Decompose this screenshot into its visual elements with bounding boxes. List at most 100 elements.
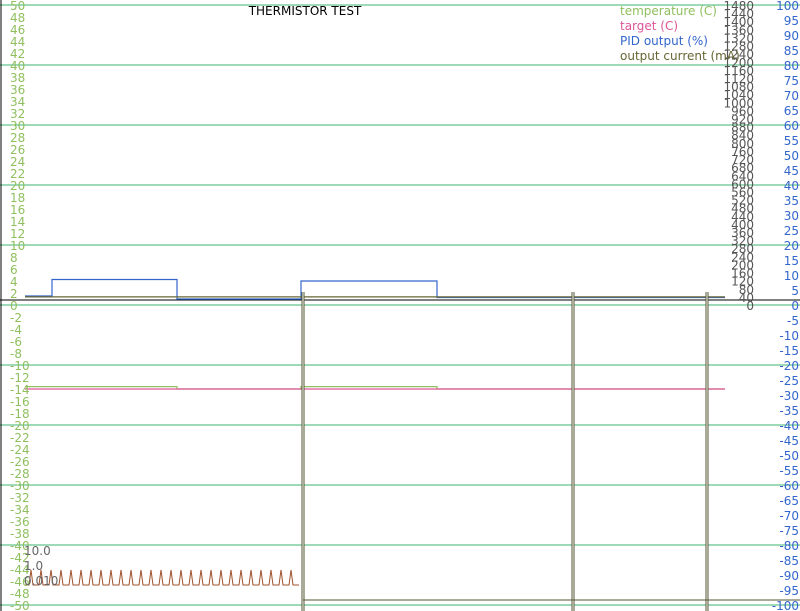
- decor-layer: [25, 292, 800, 611]
- left-tick-label: 10: [10, 239, 25, 253]
- left-tick-label: -2: [10, 311, 22, 325]
- spike-trace: [25, 569, 299, 586]
- right-tick-label: 90: [784, 29, 799, 43]
- left-tick-label: -48: [10, 587, 30, 601]
- left-tick-label: -16: [10, 395, 30, 409]
- left-tick-label: -8: [10, 347, 22, 361]
- series-layer: [25, 278, 725, 390]
- right-tick-label: -40: [779, 419, 799, 433]
- left-tick-label: 12: [10, 227, 25, 241]
- current-tick-label: 800: [731, 137, 754, 151]
- left-tick-label: -50: [10, 599, 30, 611]
- log-tick-label: 1.0: [24, 559, 43, 573]
- left-tick-label: 32: [10, 107, 25, 121]
- current-tick-label: 480: [731, 202, 754, 216]
- right-tick-label: -45: [779, 434, 799, 448]
- left-tick-label: 16: [10, 203, 25, 217]
- left-tick-label: 6: [10, 263, 18, 277]
- left-tick-label: 20: [10, 179, 25, 193]
- right-tick-label: -30: [779, 389, 799, 403]
- left-tick-label: -38: [10, 527, 30, 541]
- current-tick-label: 1000: [723, 96, 754, 110]
- current-tick-label: 240: [731, 250, 754, 264]
- right-tick-label: -100: [772, 599, 799, 611]
- current-tick-label: 760: [731, 145, 754, 159]
- right-tick-label: -15: [779, 344, 799, 358]
- right-tick-label: 0: [791, 299, 799, 313]
- right-tick-label: 80: [784, 59, 799, 73]
- current-tick-label: 320: [731, 234, 754, 248]
- left-tick-label: 50: [10, 0, 25, 13]
- right-tick-label: -80: [779, 539, 799, 553]
- left-tick-label: 48: [10, 11, 25, 25]
- left-tick-label: -36: [10, 515, 30, 529]
- current-tick-label: 1240: [723, 48, 754, 62]
- right-tick-label: -95: [779, 584, 799, 598]
- right-tick-label: 20: [784, 239, 799, 253]
- current-tick-label: 1440: [723, 7, 754, 21]
- tick-layer: 5048464442403836343230282624222018161412…: [10, 0, 799, 611]
- current-tick-label: 160: [731, 267, 754, 281]
- left-tick-label: -24: [10, 443, 30, 457]
- right-tick-label: 10: [784, 269, 799, 283]
- current-tick-label: 280: [731, 242, 754, 256]
- current-tick-label: 80: [739, 283, 754, 297]
- current-tick-label: 960: [731, 104, 754, 118]
- current-tick-label: 1040: [723, 88, 754, 102]
- current-tick-label: 1120: [723, 72, 754, 86]
- left-tick-label: -22: [10, 431, 30, 445]
- left-tick-label: -44: [10, 563, 30, 577]
- right-tick-label: 35: [784, 194, 799, 208]
- left-tick-label: -14: [10, 383, 30, 397]
- left-tick-label: -20: [10, 419, 30, 433]
- left-tick-label: 22: [10, 167, 25, 181]
- left-tick-label: 44: [10, 35, 25, 49]
- right-tick-label: -25: [779, 374, 799, 388]
- left-tick-label: -10: [10, 359, 30, 373]
- left-tick-label: 24: [10, 155, 25, 169]
- current-tick-label: 360: [731, 226, 754, 240]
- right-tick-label: 30: [784, 209, 799, 223]
- left-tick-label: -4: [10, 323, 22, 337]
- left-tick-label: -34: [10, 503, 30, 517]
- left-tick-label: -32: [10, 491, 30, 505]
- log-tick-label: 0.010: [24, 574, 58, 588]
- left-tick-label: 36: [10, 83, 25, 97]
- right-tick-label: -90: [779, 569, 799, 583]
- legend-entry: PID output (%): [620, 34, 708, 48]
- left-tick-label: 40: [10, 59, 25, 73]
- current-tick-label: 0: [746, 299, 754, 313]
- left-tick-label: -30: [10, 479, 30, 493]
- legend-entry: temperature (C): [620, 4, 717, 18]
- left-tick-label: 18: [10, 191, 25, 205]
- right-tick-label: 5: [791, 284, 799, 298]
- current-tick-label: 1360: [723, 23, 754, 37]
- chart-title: THERMISTOR TEST: [248, 4, 362, 18]
- right-tick-label: 70: [784, 89, 799, 103]
- left-tick-label: -18: [10, 407, 30, 421]
- right-tick-label: 40: [784, 179, 799, 193]
- current-tick-label: 1480: [723, 0, 754, 13]
- series-line: [25, 278, 725, 300]
- right-tick-label: -5: [787, 314, 799, 328]
- current-tick-label: 560: [731, 185, 754, 199]
- left-tick-label: -40: [10, 539, 30, 553]
- right-tick-label: 100: [776, 0, 799, 13]
- current-tick-label: 120: [731, 275, 754, 289]
- left-tick-label: 46: [10, 23, 25, 37]
- right-tick-label: -85: [779, 554, 799, 568]
- right-tick-label: 25: [784, 224, 799, 238]
- right-tick-label: -75: [779, 524, 799, 538]
- right-tick-label: -35: [779, 404, 799, 418]
- right-tick-label: 60: [784, 119, 799, 133]
- current-tick-label: 1320: [723, 31, 754, 45]
- left-tick-label: -26: [10, 455, 30, 469]
- right-tick-label: -60: [779, 479, 799, 493]
- left-tick-label: -6: [10, 335, 22, 349]
- right-tick-label: -20: [779, 359, 799, 373]
- left-tick-label: 14: [10, 215, 25, 229]
- current-tick-label: 200: [731, 258, 754, 272]
- left-tick-label: -28: [10, 467, 30, 481]
